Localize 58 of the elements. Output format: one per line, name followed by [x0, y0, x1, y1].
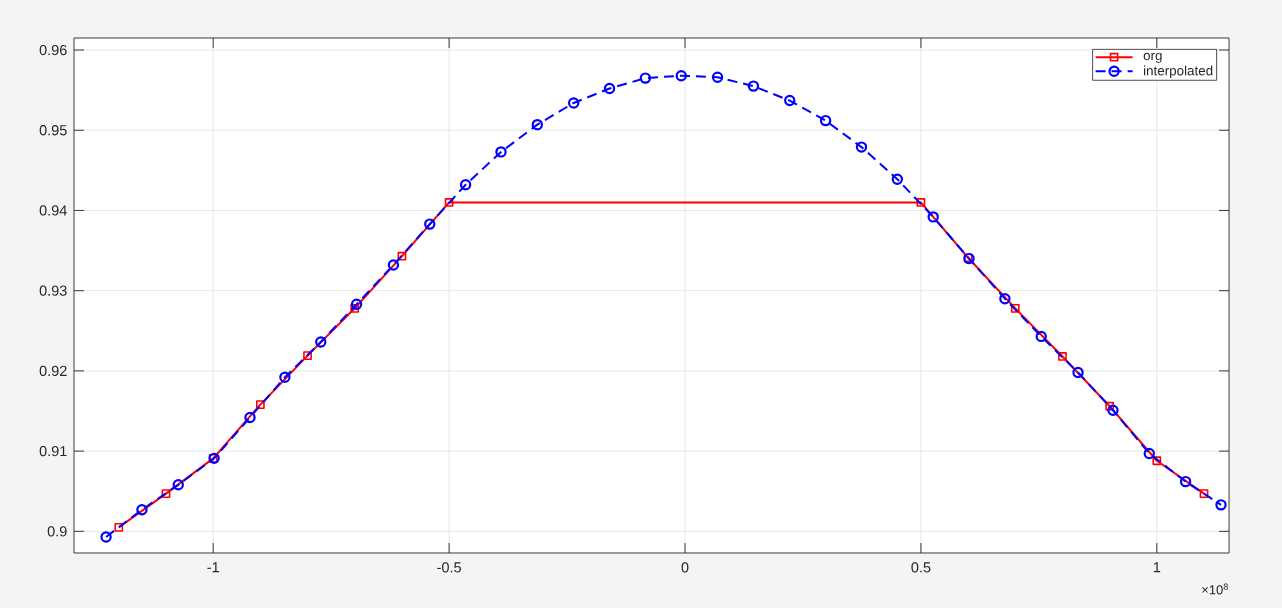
x-tick-label: 0	[681, 562, 689, 573]
point	[397, 251, 407, 261]
point	[1035, 330, 1047, 343]
legend-label: interpolated	[1144, 65, 1213, 79]
point	[819, 114, 832, 127]
point	[424, 218, 436, 230]
point	[315, 336, 327, 348]
point	[1152, 456, 1162, 466]
point	[459, 179, 472, 191]
point	[1179, 475, 1192, 488]
x-tick-label: 0.5	[911, 562, 931, 573]
point	[891, 173, 904, 185]
point	[136, 503, 148, 516]
point	[927, 211, 939, 223]
point	[1143, 447, 1155, 460]
text: ×10$^{8}$	[1202, 583, 1228, 595]
point	[350, 303, 360, 313]
point	[711, 71, 724, 83]
x-tick-label: -0.5	[437, 562, 461, 573]
y-tick-label: 0.95	[39, 125, 67, 136]
point	[567, 97, 580, 109]
y-tick-label: 0.96	[39, 44, 67, 56]
point	[1072, 366, 1084, 379]
point	[603, 82, 616, 95]
point	[1010, 303, 1020, 313]
point	[675, 69, 687, 82]
point	[255, 400, 265, 409]
point	[303, 351, 312, 361]
point	[279, 371, 291, 384]
point	[495, 146, 507, 158]
point	[114, 522, 124, 532]
point	[172, 479, 184, 491]
point	[1105, 401, 1115, 411]
y-tick-label: 0.93	[39, 285, 67, 296]
point	[1215, 499, 1227, 511]
point	[244, 411, 256, 424]
point	[999, 293, 1011, 305]
point	[350, 298, 363, 311]
point	[100, 531, 112, 543]
point	[387, 259, 400, 271]
point	[161, 489, 171, 499]
point	[1199, 489, 1209, 499]
legend-label: org	[1143, 52, 1162, 63]
point	[531, 118, 544, 131]
point	[444, 198, 454, 207]
y-tick-label: 0.94	[39, 205, 67, 216]
point	[1058, 352, 1067, 361]
y-tick-label: 0.9	[47, 526, 67, 537]
point	[784, 94, 796, 107]
point	[855, 141, 868, 153]
y-tick-label: 0.92	[39, 365, 67, 377]
x-tick-label: -1	[207, 562, 219, 573]
x-tick-label: 1	[1153, 562, 1161, 573]
point	[747, 80, 760, 92]
point	[1107, 404, 1119, 416]
point	[639, 72, 652, 84]
point	[916, 198, 926, 207]
y-tick-label: 0.91	[39, 445, 67, 457]
